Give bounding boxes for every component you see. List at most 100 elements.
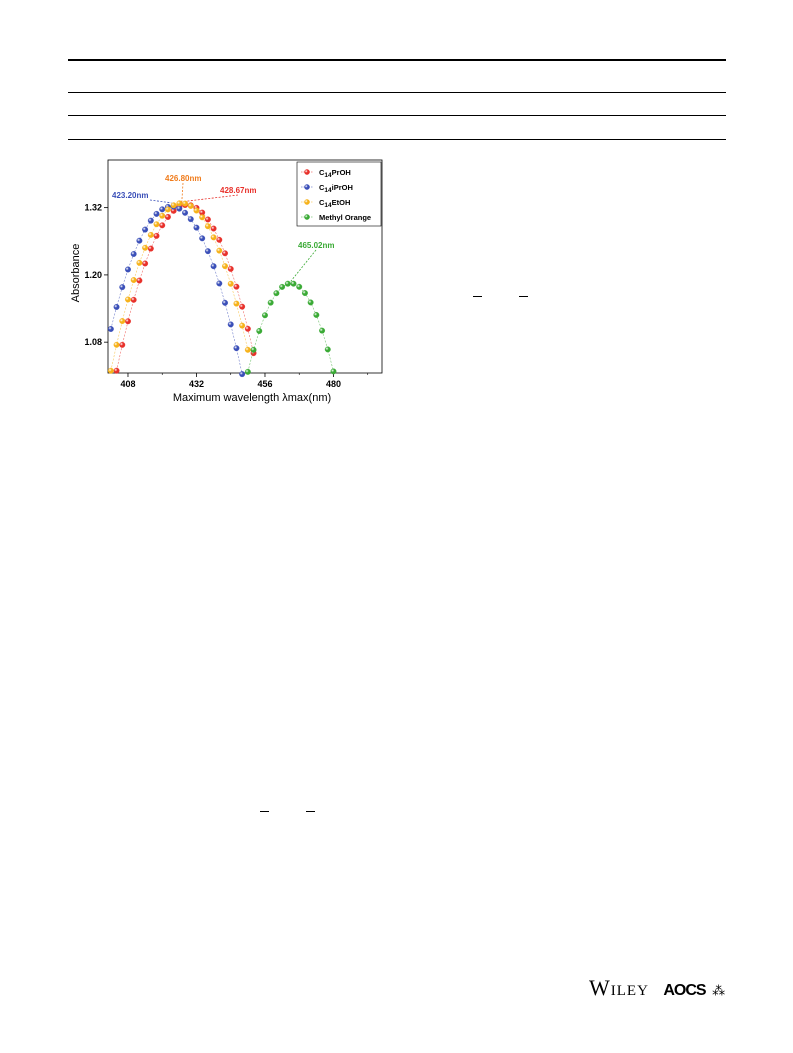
data-point xyxy=(256,328,263,334)
series-line xyxy=(247,283,334,372)
data-point xyxy=(136,277,143,284)
data-point xyxy=(159,206,166,213)
series-line xyxy=(116,204,254,371)
plot-frame xyxy=(107,159,383,374)
table-header-rule xyxy=(68,92,726,93)
data-point xyxy=(301,290,308,296)
data-point xyxy=(222,299,228,306)
data-point xyxy=(187,203,194,209)
peak-label: 465.02nm xyxy=(298,241,334,250)
peak-leader-line xyxy=(290,249,317,282)
data-point xyxy=(244,325,251,332)
data-point xyxy=(142,260,149,267)
x-tick-label: 480 xyxy=(326,379,341,389)
table-mid-rule xyxy=(68,115,726,116)
y-tick-label: 1.32 xyxy=(84,203,102,213)
data-point xyxy=(159,212,166,219)
data-point xyxy=(244,346,251,353)
legend-marker xyxy=(304,199,310,205)
data-point xyxy=(119,341,126,348)
legend-label: C14iPrOH xyxy=(319,183,353,194)
data-point xyxy=(239,303,246,310)
legend-marker xyxy=(304,214,310,220)
series-line xyxy=(110,206,243,375)
y-tick-label: 1.08 xyxy=(84,337,102,347)
legend-marker xyxy=(304,169,310,175)
data-point xyxy=(262,312,268,319)
overbar-mark xyxy=(519,296,528,297)
data-point xyxy=(210,225,217,232)
data-point xyxy=(164,206,171,213)
data-point xyxy=(210,263,217,270)
overbar-mark xyxy=(306,811,315,812)
data-point xyxy=(227,321,234,328)
wiley-logo: Wiley xyxy=(589,975,649,1000)
data-point xyxy=(130,277,137,284)
data-point xyxy=(142,244,149,251)
data-point xyxy=(199,235,206,242)
data-point xyxy=(204,248,211,255)
data-point xyxy=(210,234,217,241)
data-point xyxy=(193,207,200,214)
x-tick-label: 456 xyxy=(257,379,272,389)
table-bottom-rule xyxy=(68,139,726,140)
peak-leader-line xyxy=(186,194,239,202)
data-point xyxy=(222,263,228,270)
data-point xyxy=(233,300,240,307)
peak-leader-line xyxy=(149,199,172,204)
absorbance-chart: 408 432 456 480 1.08 1.20 1.32 423.20nm 426.80n… xyxy=(70,159,383,404)
data-point xyxy=(107,367,114,374)
data-point xyxy=(107,326,114,332)
data-point xyxy=(119,318,126,324)
data-point xyxy=(216,247,223,254)
data-point xyxy=(216,280,223,287)
overbar-mark xyxy=(473,296,482,297)
data-point xyxy=(182,209,189,216)
data-point xyxy=(216,236,223,243)
data-point xyxy=(147,245,154,252)
data-point xyxy=(113,341,120,348)
data-point xyxy=(153,210,160,217)
data-point xyxy=(193,224,200,231)
data-point xyxy=(176,205,183,212)
data-point xyxy=(113,367,120,374)
data-point xyxy=(187,216,194,223)
series-line xyxy=(110,203,249,371)
data-point xyxy=(324,346,331,353)
data-point xyxy=(307,299,314,306)
data-point xyxy=(136,259,143,266)
data-point xyxy=(147,231,154,238)
data-point xyxy=(142,226,149,233)
data-point xyxy=(227,265,234,272)
data-point xyxy=(147,217,154,224)
data-point xyxy=(233,283,240,290)
data-point xyxy=(130,296,137,303)
x-tick-label: 408 xyxy=(120,379,135,389)
legend-label: C14EtOH xyxy=(319,198,350,209)
legend-marker xyxy=(304,184,310,190)
aocs-mark-icon: ⁂ xyxy=(712,983,726,998)
publisher-logo: Wiley AOCS ⁂ xyxy=(589,975,725,1001)
peak-label: 423.20nm xyxy=(112,191,148,200)
data-point xyxy=(176,200,183,207)
data-point xyxy=(204,223,211,230)
data-point xyxy=(227,280,234,287)
data-point xyxy=(330,368,337,375)
data-point xyxy=(290,280,297,287)
data-point xyxy=(244,368,251,375)
data-point xyxy=(153,232,160,239)
data-point xyxy=(130,251,137,257)
data-point xyxy=(113,304,120,310)
data-point xyxy=(170,202,177,209)
peak-leader-line xyxy=(181,182,184,205)
overbar-mark xyxy=(260,811,269,812)
data-point xyxy=(267,299,274,306)
data-point xyxy=(239,371,246,378)
data-point xyxy=(313,312,320,318)
legend-box xyxy=(296,161,382,227)
data-point xyxy=(164,214,171,220)
data-point xyxy=(125,318,131,325)
data-point xyxy=(153,221,160,228)
data-point xyxy=(279,283,286,290)
data-point xyxy=(119,284,126,291)
